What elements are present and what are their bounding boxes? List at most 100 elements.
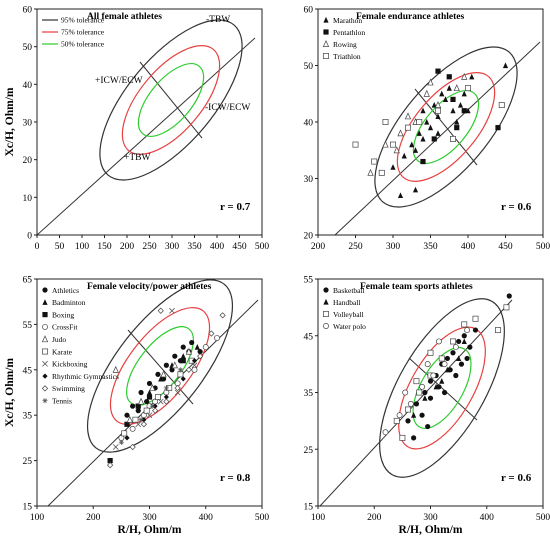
data-point (402, 389, 409, 396)
y-tick-label: 45 (304, 332, 314, 342)
x-tick-label: 400 (199, 513, 214, 523)
data-point (458, 361, 465, 367)
data-point (135, 408, 141, 414)
data-point (129, 443, 136, 451)
data-point (427, 395, 434, 401)
data-point (438, 355, 445, 362)
data-point (461, 72, 468, 80)
y-tick-label: 65 (23, 276, 33, 286)
tolerance-ellipse-50 (137, 63, 205, 137)
x-tick-label: 500 (255, 242, 270, 252)
data-point (411, 435, 417, 441)
y-tick-label: 55 (23, 321, 33, 331)
data-point (441, 389, 448, 396)
data-point (185, 347, 193, 355)
tolerance-ellipse-95 (99, 19, 243, 181)
data-point (41, 385, 49, 392)
data-point (177, 371, 184, 378)
tolerance-ellipse-95 (86, 279, 234, 453)
data-point (169, 307, 175, 314)
data-point (450, 338, 456, 345)
y-tick-label: 20 (304, 232, 314, 242)
vector-line (37, 37, 256, 235)
data-point (323, 16, 329, 23)
data-point (441, 361, 448, 368)
x-tick-label: 300 (165, 242, 180, 252)
vector-label: -ICW/ECW (205, 103, 250, 113)
data-point (323, 53, 329, 59)
data-point (461, 321, 468, 328)
data-point (431, 136, 437, 142)
y-axis-label: Xc/H, Ohm/m (4, 87, 16, 156)
y-tick-label: 55 (304, 276, 314, 286)
data-point (446, 85, 452, 91)
data-point (197, 349, 203, 355)
data-point (452, 344, 459, 351)
series-boxing (107, 358, 186, 464)
data-point (322, 40, 330, 47)
data-point (435, 68, 441, 74)
series-badminton (146, 344, 200, 396)
data-point (42, 312, 48, 318)
data-point (412, 186, 419, 193)
data-point (323, 311, 329, 317)
data-point (149, 403, 155, 409)
x-tick-label: 300 (142, 513, 157, 523)
legend-label: Handball (333, 298, 361, 307)
series-tennis (118, 367, 184, 446)
data-point (461, 108, 467, 114)
legend-label: Judo (52, 335, 66, 344)
data-point (382, 119, 389, 125)
x-tick-label: 500 (536, 513, 550, 523)
series-volleyball (393, 304, 510, 441)
data-point (323, 298, 329, 305)
data-point (158, 375, 164, 382)
data-point (382, 429, 389, 436)
data-point (396, 412, 403, 419)
legend-label: 95% tolerance (61, 16, 105, 25)
data-point (42, 287, 48, 293)
data-point (146, 380, 153, 387)
correlation-label: r = 0.6 (501, 472, 532, 484)
data-point (180, 358, 186, 364)
data-point (404, 112, 412, 120)
data-point (177, 367, 184, 373)
data-point (420, 107, 426, 114)
tolerance-ellipse-50 (126, 326, 194, 406)
series-pentathlon (420, 68, 501, 165)
data-point (191, 358, 198, 364)
data-point (174, 384, 181, 392)
legend-label: Water polo (333, 322, 366, 331)
data-point (129, 425, 136, 432)
data-point (146, 394, 153, 400)
data-point (393, 417, 400, 424)
data-point (202, 344, 209, 351)
x-tick-label: 200 (367, 513, 382, 523)
data-point (399, 434, 406, 441)
data-point (138, 389, 144, 396)
legend-label: Karate (52, 347, 73, 356)
data-point (107, 458, 113, 464)
legend-label: Rhythmic Gymnastics (52, 372, 119, 381)
data-point (423, 89, 430, 97)
correlation-label: r = 0.6 (501, 201, 532, 213)
data-point (461, 338, 467, 345)
x-tick-label: 50 (55, 242, 65, 252)
data-point (502, 62, 509, 69)
data-point (382, 140, 389, 148)
correlation-label: r = 0.8 (220, 472, 251, 484)
legend-label: Badminton (52, 298, 86, 307)
perpendicular-line (139, 61, 203, 139)
data-point (180, 344, 186, 350)
panel-4: 100 200 300 400 500 15 25 35 45 55 Female team spo… (304, 276, 550, 537)
data-point (413, 378, 420, 385)
data-point (146, 412, 153, 419)
data-point (456, 338, 462, 345)
x-tick-label: 400 (461, 242, 476, 252)
x-tick-label: 450 (232, 242, 247, 252)
legend-label: CrossFit (52, 323, 78, 332)
data-point (135, 421, 142, 428)
data-point (430, 372, 437, 379)
y-tick-label: 60 (304, 6, 314, 16)
perpendicular-line (408, 357, 478, 421)
